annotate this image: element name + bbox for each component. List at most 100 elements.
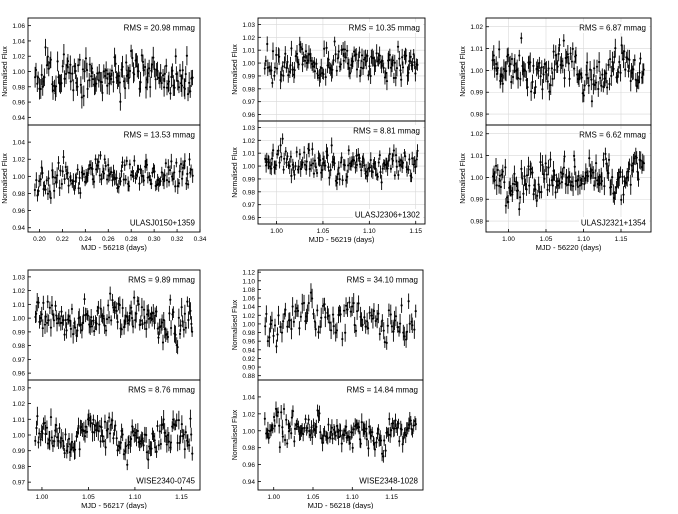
data-point	[594, 75, 598, 91]
x-tick-label: 1.05	[82, 494, 95, 501]
data-point	[529, 162, 533, 176]
data-point	[177, 410, 180, 430]
data-point	[623, 175, 626, 188]
data-point	[580, 72, 583, 83]
data-point	[37, 296, 40, 309]
data-point	[282, 70, 285, 82]
data-point	[328, 314, 331, 331]
data-point	[281, 419, 284, 435]
data-point	[151, 311, 154, 327]
data-point	[623, 44, 626, 58]
data-point	[127, 434, 131, 450]
data-point	[189, 302, 192, 320]
data-point	[69, 175, 72, 186]
data-point	[343, 159, 346, 172]
data-point	[291, 62, 294, 78]
data-point	[116, 183, 119, 193]
panel-c-top: 0.98 0.99 1.00 1.01 1.02 RMS = 6.87 mmag Norma…	[460, 17, 652, 126]
y-axis-title: Normalised Flux	[460, 46, 467, 97]
data-point	[394, 413, 397, 428]
y-tick-label: 1.01	[470, 153, 483, 160]
data-point	[183, 78, 186, 100]
data-point	[498, 177, 501, 194]
data-point	[367, 321, 370, 335]
data-point	[386, 318, 389, 334]
data-point	[540, 60, 543, 75]
data-point	[115, 430, 118, 446]
data-point	[394, 306, 398, 327]
data-point	[140, 48, 143, 62]
data-point	[294, 303, 297, 319]
data-point	[321, 434, 324, 452]
data-point	[46, 437, 50, 450]
panel-b-top: 0.96 0.97 0.98 0.99 1.00 1.01 1.02 1.03 RMS = 10…	[232, 17, 426, 122]
data-point	[299, 311, 302, 322]
data-point	[592, 166, 595, 179]
data-point	[281, 61, 284, 72]
data-point	[138, 319, 141, 331]
data-point	[504, 197, 508, 214]
data-point	[108, 166, 112, 182]
data-point	[563, 150, 566, 163]
data-point	[323, 297, 326, 311]
data-point	[369, 152, 372, 168]
data-point	[333, 156, 336, 171]
data-point	[397, 170, 400, 180]
data-point	[153, 164, 156, 179]
data-point	[532, 58, 535, 74]
data-point	[188, 438, 191, 452]
data-point	[142, 439, 145, 452]
y-tick-label: 1.02	[12, 54, 25, 61]
data-point	[552, 44, 555, 59]
data-point	[271, 423, 274, 434]
data-point	[189, 409, 192, 428]
data-point	[39, 79, 42, 99]
data-point	[37, 71, 40, 84]
data-point	[325, 41, 328, 55]
data-point	[124, 175, 127, 185]
data-point	[367, 70, 370, 81]
data-point	[281, 133, 284, 145]
data-point	[119, 176, 122, 186]
data-point	[181, 160, 185, 176]
y-tick-label: 1.00	[242, 428, 255, 435]
data-point	[104, 439, 107, 456]
data-point	[518, 190, 522, 204]
data-point	[93, 326, 96, 336]
data-point	[493, 58, 496, 78]
data-point	[98, 315, 101, 334]
x-tick-label: 1.05	[540, 236, 553, 243]
y-tick-label: 1.04	[12, 140, 25, 147]
y-tick-label: 1.01	[470, 46, 483, 53]
data-point	[165, 436, 168, 453]
data-point	[398, 50, 401, 67]
data-point	[34, 435, 37, 446]
data-point	[263, 62, 266, 75]
data-point	[77, 417, 80, 435]
rms-label-bg	[579, 129, 649, 140]
data-point	[629, 70, 632, 92]
data-point	[155, 445, 158, 458]
data-point	[57, 432, 60, 450]
data-point	[305, 164, 308, 175]
data-point	[309, 429, 312, 441]
data-point	[294, 161, 297, 171]
data-point	[179, 157, 183, 171]
data-point	[78, 308, 81, 327]
data-point	[117, 179, 120, 194]
data-point	[95, 75, 98, 92]
data-point	[286, 152, 289, 161]
data-point	[61, 59, 64, 73]
data-point	[377, 52, 380, 67]
data-point	[169, 434, 173, 451]
data-point	[293, 169, 296, 180]
y-tick-label: 0.94	[12, 115, 25, 122]
data-point	[414, 65, 417, 82]
data-point	[311, 157, 315, 170]
data-point	[343, 40, 347, 59]
y-tick-label: 0.98	[12, 84, 25, 91]
data-point	[79, 316, 82, 334]
data-point	[504, 61, 508, 82]
x-tick-label: 1.00	[502, 236, 515, 243]
data-point	[534, 80, 537, 94]
